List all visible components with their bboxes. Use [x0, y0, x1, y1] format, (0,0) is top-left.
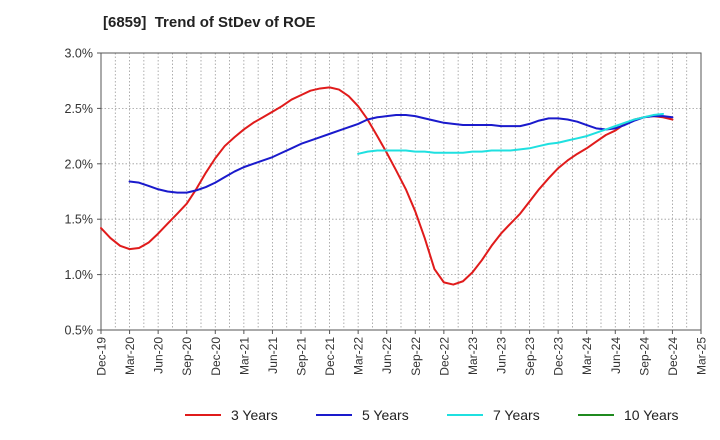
x-tick-label: Mar-21	[237, 337, 251, 375]
legend-label: 7 Years	[493, 407, 540, 423]
legend-swatch	[447, 414, 483, 416]
legend-item: 10 Years	[578, 404, 679, 426]
x-tick-label: Mar-23	[466, 337, 480, 375]
legend-label: 10 Years	[624, 407, 679, 423]
series-line-7-years	[357, 112, 664, 155]
x-tick-label: Jun-22	[380, 337, 394, 374]
legend-label: 5 Years	[362, 407, 409, 423]
series-line-3-years	[100, 86, 674, 286]
x-tick-label: Jun-23	[495, 337, 509, 374]
x-tick-label: Dec-23	[552, 337, 566, 376]
x-tick-label: Sep-23	[523, 337, 537, 376]
y-tick-label: 3.0%	[65, 47, 94, 61]
x-tick-label: Jun-21	[266, 337, 280, 374]
x-tick-label: Mar-24	[580, 337, 594, 375]
x-tick-label: Jun-20	[152, 337, 166, 374]
series-line-5-years	[128, 114, 674, 194]
x-tick-label: Dec-22	[437, 337, 451, 376]
y-tick-label: 1.5%	[65, 213, 94, 227]
x-tick-label: Mar-25	[695, 337, 709, 375]
x-tick-label: Mar-22	[352, 337, 366, 375]
x-tick-label: Sep-20	[180, 337, 194, 376]
x-tick-label: Sep-24	[637, 337, 651, 376]
legend-item: 7 Years	[447, 404, 540, 426]
x-tick-label: Sep-22	[409, 337, 423, 376]
x-tick-label: Sep-21	[295, 337, 309, 376]
x-tick-label: Dec-19	[95, 337, 109, 376]
legend: 3 Years 5 Years 7 Years 10 Years	[0, 404, 720, 426]
legend-swatch	[316, 414, 352, 416]
x-tick-label: Mar-20	[123, 337, 137, 375]
legend-label: 3 Years	[231, 407, 278, 423]
chart-title: [6859] Trend of StDev of ROE	[103, 14, 316, 31]
x-tick-label: Dec-20	[209, 337, 223, 376]
legend-item: 5 Years	[316, 404, 409, 426]
legend-swatch	[578, 414, 614, 416]
x-tick-label: Dec-21	[323, 337, 337, 376]
legend-swatch	[185, 414, 221, 416]
y-tick-label: 0.5%	[65, 324, 94, 338]
plot-border	[100, 52, 702, 331]
x-tick-label: Dec-24	[666, 337, 680, 376]
y-tick-label: 2.0%	[65, 157, 94, 171]
x-tick-label: Jun-24	[609, 337, 623, 374]
legend-item: 3 Years	[185, 404, 278, 426]
y-tick-label: 1.0%	[65, 268, 94, 282]
y-tick-label: 2.5%	[65, 102, 94, 116]
